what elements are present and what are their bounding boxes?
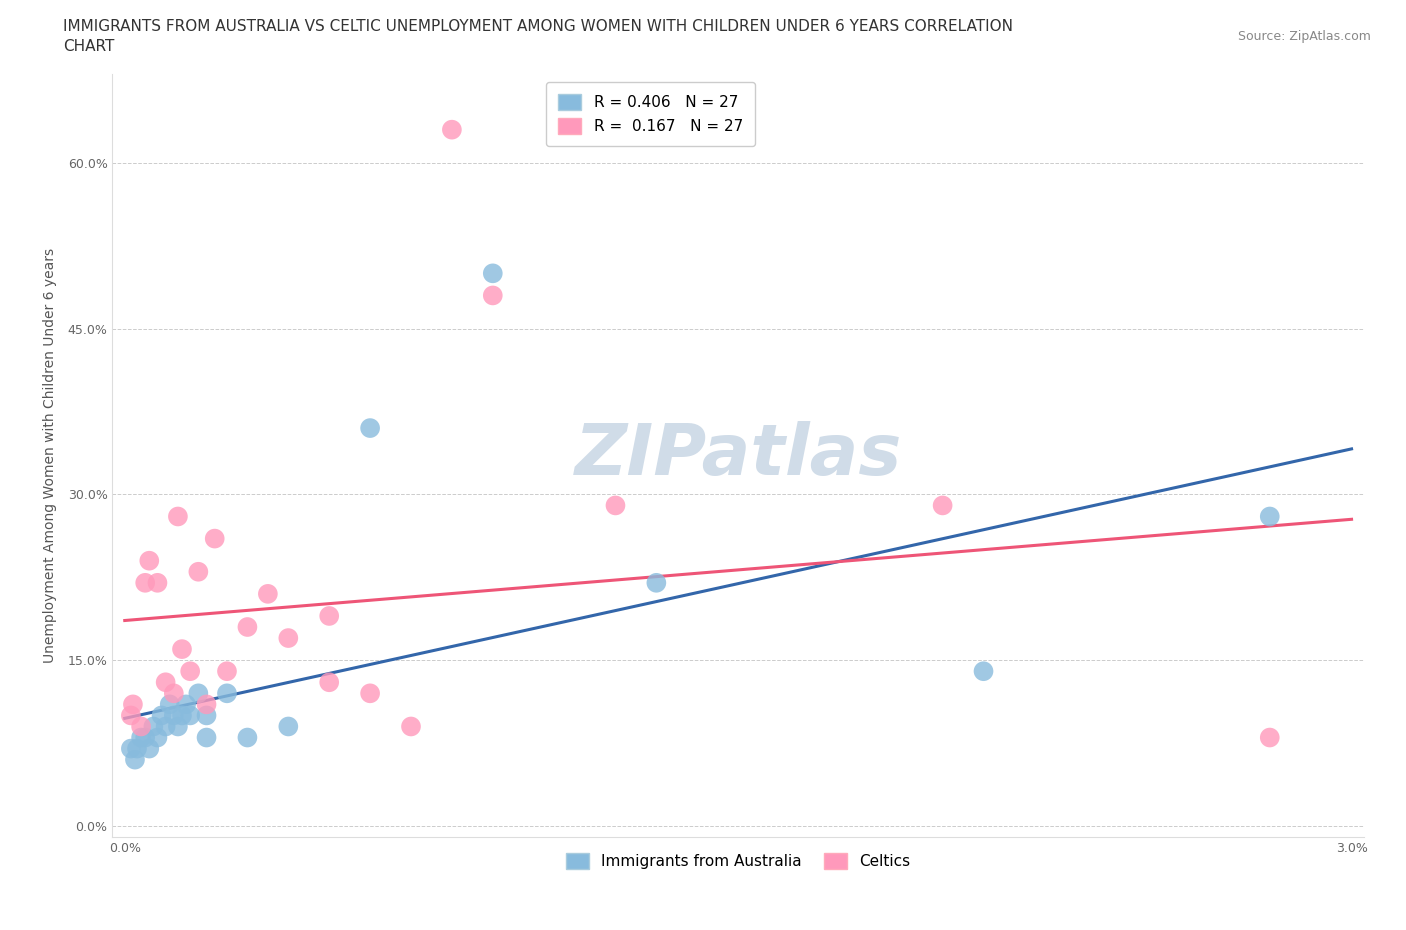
Point <box>195 708 218 723</box>
Point <box>150 708 173 723</box>
Y-axis label: Unemployment Among Women with Children Under 6 years: Unemployment Among Women with Children U… <box>42 248 56 663</box>
Point <box>605 498 627 512</box>
Text: CHART: CHART <box>63 39 115 54</box>
Point <box>481 266 503 281</box>
Point <box>129 730 152 745</box>
Point <box>163 686 186 701</box>
Point <box>215 686 238 701</box>
Point <box>120 741 142 756</box>
Point <box>215 664 238 679</box>
Point <box>134 730 156 745</box>
Text: IMMIGRANTS FROM AUSTRALIA VS CELTIC UNEMPLOYMENT AMONG WOMEN WITH CHILDREN UNDER: IMMIGRANTS FROM AUSTRALIA VS CELTIC UNEM… <box>63 19 1014 33</box>
Point <box>138 553 160 568</box>
Point <box>174 697 197 711</box>
Point <box>277 631 299 645</box>
Point <box>359 686 381 701</box>
Point <box>399 719 422 734</box>
Point <box>1258 730 1281 745</box>
Point <box>138 741 160 756</box>
Point <box>931 498 953 512</box>
Point <box>122 697 145 711</box>
Point <box>1258 509 1281 524</box>
Point <box>204 531 226 546</box>
Point <box>170 708 193 723</box>
Point <box>318 675 340 690</box>
Point <box>163 708 186 723</box>
Text: ZIPatlas: ZIPatlas <box>575 421 901 490</box>
Point <box>257 587 280 602</box>
Point <box>120 708 142 723</box>
Point <box>318 608 340 623</box>
Legend: Immigrants from Australia, Celtics: Immigrants from Australia, Celtics <box>560 847 917 875</box>
Point <box>146 576 169 591</box>
Point <box>440 122 463 137</box>
Point <box>167 509 190 524</box>
Point <box>155 675 177 690</box>
Point <box>124 752 146 767</box>
Point <box>195 730 218 745</box>
Point <box>129 719 152 734</box>
Point <box>179 664 201 679</box>
Point <box>236 619 259 634</box>
Point <box>134 576 156 591</box>
Text: Source: ZipAtlas.com: Source: ZipAtlas.com <box>1237 30 1371 43</box>
Point <box>142 719 165 734</box>
Point <box>146 730 169 745</box>
Point <box>481 288 503 303</box>
Point <box>167 719 190 734</box>
Point <box>155 719 177 734</box>
Point <box>187 686 209 701</box>
Point <box>277 719 299 734</box>
Point <box>645 576 668 591</box>
Point <box>187 565 209 579</box>
Point <box>179 708 201 723</box>
Point <box>170 642 193 657</box>
Point <box>236 730 259 745</box>
Point <box>195 697 218 711</box>
Point <box>359 420 381 435</box>
Point <box>973 664 995 679</box>
Point <box>125 741 148 756</box>
Point <box>159 697 181 711</box>
